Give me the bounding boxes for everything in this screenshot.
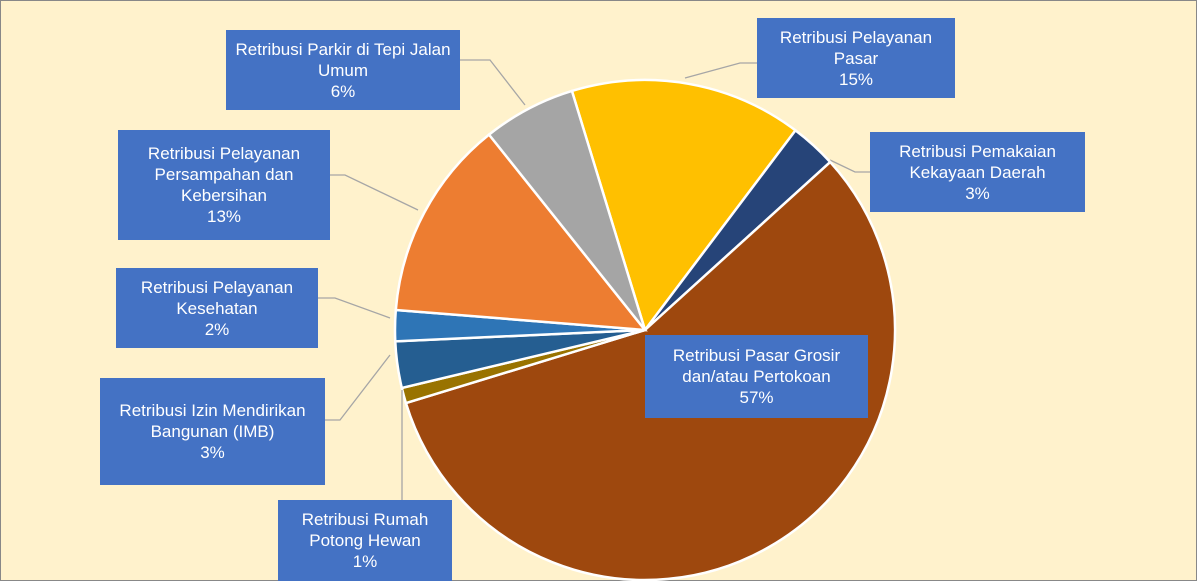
- data-label: Retribusi Pelayanan Kesehatan 2%: [116, 268, 318, 348]
- data-label: Retribusi Pasar Grosir dan/atau Pertokoa…: [645, 335, 868, 418]
- label-name: Retribusi Parkir di Tepi Jalan Umum: [235, 39, 451, 80]
- pie-slice: [570, 78, 798, 333]
- label-value: 15%: [838, 69, 874, 89]
- label-value: 2%: [204, 319, 230, 339]
- label-name: Retribusi Pelayanan Persampahan dan Kebe…: [147, 144, 301, 205]
- label-value: 57%: [739, 388, 774, 407]
- leader-line: [325, 354, 391, 421]
- pie-slice: [394, 132, 648, 332]
- label-value: 13%: [206, 207, 242, 226]
- label-name: Retribusi Izin Mendirikan Bangunan (IMB): [119, 401, 306, 441]
- data-label: Retribusi Parkir di Tepi Jalan Umum 6%: [226, 30, 460, 110]
- label-value: 3%: [965, 183, 990, 203]
- label-name: Retribusi Pelayanan Pasar: [779, 27, 933, 68]
- data-label: Retribusi Pelayanan Persampahan dan Kebe…: [118, 130, 330, 240]
- data-label: Retribusi Izin Mendirikan Bangunan (IMB)…: [100, 378, 325, 485]
- leader-line: [460, 59, 526, 106]
- label-value: 1%: [352, 552, 378, 571]
- data-label: Retribusi Pelayanan Pasar 15%: [757, 18, 955, 98]
- label-name: Retribusi Pasar Grosir dan/atau Pertokoa…: [672, 346, 841, 386]
- leader-line: [330, 174, 419, 211]
- leader-line: [318, 297, 391, 319]
- label-name: Retribusi Pemakaian Kekayaan Daerah: [899, 141, 1056, 182]
- leader-line: [684, 62, 757, 79]
- leader-line: [829, 159, 870, 173]
- label-value: 3%: [200, 443, 225, 462]
- label-value: 6%: [330, 81, 356, 101]
- data-label: Retribusi Rumah Potong Hewan 1%: [278, 500, 452, 581]
- data-label: Retribusi Pemakaian Kekayaan Daerah 3%: [870, 132, 1085, 212]
- label-name: Retribusi Pelayanan Kesehatan: [140, 277, 294, 318]
- pie-slice: [487, 89, 647, 331]
- label-name: Retribusi Rumah Potong Hewan: [301, 510, 429, 550]
